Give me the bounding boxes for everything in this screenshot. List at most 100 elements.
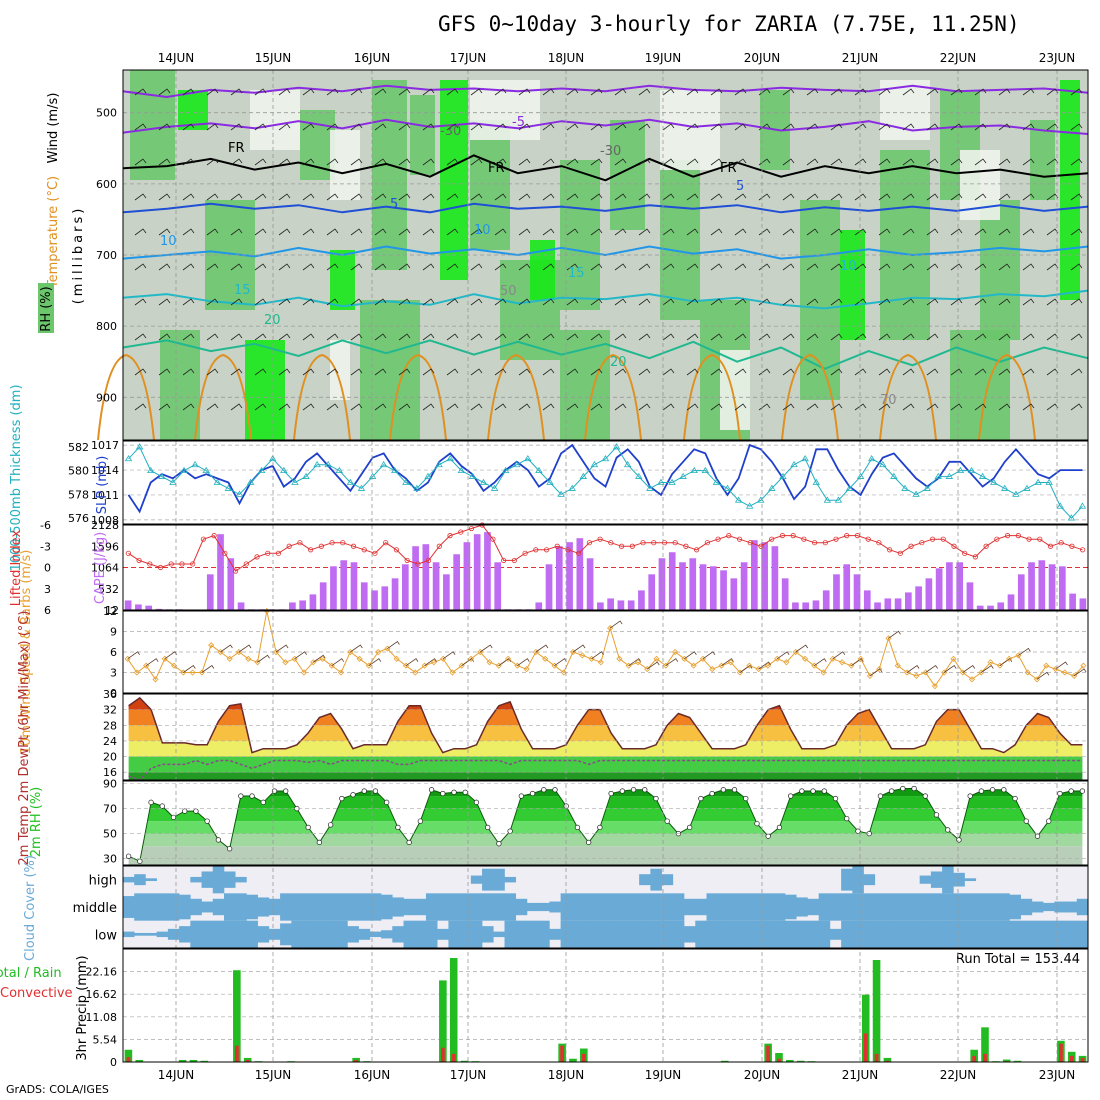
cloud-cell-low — [807, 920, 819, 948]
rh-patch — [160, 330, 200, 440]
thickness-marker — [313, 460, 321, 468]
wind-barb — [542, 193, 555, 201]
isotherm-line — [122, 289, 1089, 310]
precip-total-bar — [178, 1059, 187, 1062]
cloud-cell-middle — [897, 893, 909, 921]
wind-barb — [326, 228, 339, 236]
lifted-index-marker — [962, 550, 968, 556]
wind-barb — [926, 193, 939, 201]
cloud-cell-low — [459, 920, 472, 948]
rh2m-marker — [664, 818, 670, 824]
lifted-index-marker — [372, 550, 378, 556]
cloud-cell-low — [650, 920, 662, 948]
slp-line — [127, 443, 1083, 514]
precip-convective-bar — [885, 1060, 890, 1062]
contour-label: -5 — [512, 115, 525, 130]
wind-barb — [326, 193, 339, 201]
cloud-cell-low — [504, 920, 517, 948]
cloud-cell-middle — [448, 893, 460, 921]
lifted-index-marker — [694, 547, 700, 553]
rh2m-marker — [619, 788, 625, 794]
rh2m-marker — [956, 837, 962, 843]
wind-speed-marker — [801, 655, 809, 662]
cape-bar — [946, 562, 953, 610]
cloud-cell-middle — [1043, 902, 1055, 912]
wind-barb — [906, 664, 920, 673]
cloud-cell-high — [930, 871, 943, 888]
cape-bar — [473, 534, 481, 610]
wind-barb — [398, 123, 411, 131]
cloud-cell-low — [123, 931, 135, 938]
wind-barb — [902, 263, 915, 271]
wind-barb — [1022, 298, 1035, 306]
thickness-marker — [956, 466, 965, 474]
cape-bar — [802, 602, 810, 610]
wind-barb — [302, 333, 315, 341]
lifted-index-marker — [436, 543, 442, 549]
wind-barb — [134, 368, 147, 376]
panel-border-wind — [122, 610, 1089, 694]
wind-barb — [275, 644, 289, 653]
wind-barb — [1022, 193, 1035, 201]
rh2m-marker — [238, 793, 244, 799]
rh2m-marker — [541, 787, 547, 793]
legend-wind: Wind (m/s) — [46, 93, 61, 164]
wind-barb — [535, 644, 549, 653]
wind-barb — [854, 298, 867, 306]
thickness-marker — [524, 455, 532, 462]
cloud-cell-high — [212, 866, 225, 894]
wind-barb — [470, 298, 483, 306]
wind-barb — [182, 228, 195, 236]
isotherm-line — [122, 202, 1089, 214]
thickness-marker — [568, 484, 576, 491]
wind-barb — [206, 298, 219, 306]
cloud-cell-middle — [167, 893, 180, 921]
cloud-cell-low — [785, 920, 797, 948]
thickness-marker — [1045, 478, 1053, 485]
wind-barb — [950, 263, 963, 271]
wind-barb — [350, 123, 363, 131]
panel-border-cloud — [122, 865, 1089, 949]
cape-bar — [956, 562, 964, 610]
lifted-index-marker — [329, 540, 335, 546]
contour-label: 20 — [610, 355, 627, 370]
cloud-cell-low — [414, 920, 427, 948]
cape-axis-label: CAPE (J/kg) — [93, 532, 108, 604]
wind-barb — [878, 333, 891, 341]
wind-barb — [998, 333, 1011, 341]
wind-barb — [590, 158, 603, 166]
cloud-cell-middle — [605, 893, 618, 921]
cape-bar — [443, 574, 450, 610]
wind-barb — [734, 193, 747, 201]
rh2m-marker — [215, 837, 222, 843]
lifted-index-marker — [447, 533, 453, 539]
rh2m-marker — [283, 788, 289, 794]
wind-barb — [830, 263, 843, 271]
wind-barb — [398, 403, 411, 411]
cloud-cell-low — [863, 920, 876, 948]
rh-patch — [360, 300, 420, 440]
wind-barb — [710, 333, 723, 341]
rh2m-marker — [653, 795, 659, 802]
rh2m-marker — [395, 824, 401, 831]
cloud-cell-middle — [874, 893, 887, 921]
lifted-index-marker — [758, 543, 764, 549]
wind-barb — [739, 664, 753, 673]
date-label-bottom: 17JUN — [450, 1068, 487, 1082]
precip-tick-label: 22.16 — [86, 966, 118, 979]
lifted-index-marker — [736, 536, 743, 542]
cloud-cell-low — [167, 928, 180, 940]
cloud-cell-middle — [762, 893, 775, 921]
cloud-cell-low — [538, 920, 550, 948]
cloud-cell-low — [212, 920, 225, 948]
contour-label: 10 — [840, 259, 857, 274]
wind-barb — [950, 368, 963, 376]
wind-barb — [1022, 158, 1035, 166]
rh2m-marker — [810, 788, 816, 794]
cape-bar — [617, 600, 625, 610]
wind-barb — [782, 158, 795, 166]
wind-barb — [590, 403, 603, 411]
wind-barb — [998, 298, 1011, 306]
precip-convective-bar — [1069, 1055, 1074, 1062]
wind-speed-marker — [560, 669, 567, 676]
